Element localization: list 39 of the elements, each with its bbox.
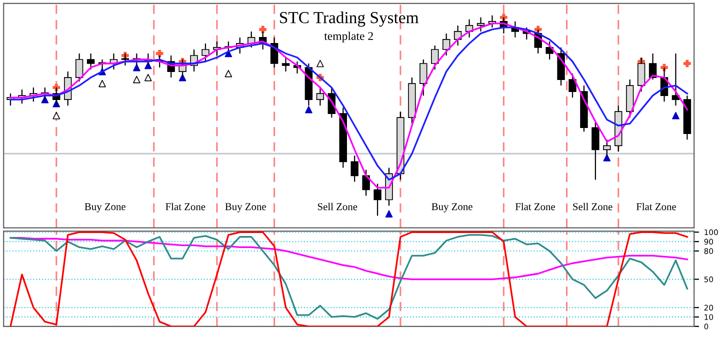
point bbox=[672, 112, 680, 120]
candlestick bbox=[592, 121, 600, 180]
candlestick bbox=[374, 183, 382, 216]
annotation: Flat Zone bbox=[515, 202, 555, 210]
point bbox=[98, 80, 106, 88]
candlestick bbox=[282, 56, 290, 72]
point bbox=[684, 60, 691, 68]
point bbox=[132, 64, 140, 72]
candlestick bbox=[476, 16, 485, 32]
point bbox=[305, 106, 312, 114]
point bbox=[224, 70, 232, 78]
point bbox=[259, 26, 267, 34]
point bbox=[603, 154, 611, 162]
candlestick bbox=[202, 42, 210, 62]
point bbox=[385, 210, 393, 218]
candlestick bbox=[316, 86, 324, 106]
candlestick bbox=[546, 40, 554, 60]
annotation: Buy Zone bbox=[432, 203, 472, 212]
annotation: Buy Zone bbox=[225, 203, 266, 212]
point bbox=[132, 76, 140, 84]
point bbox=[156, 50, 164, 58]
annotation: Sell Zone bbox=[573, 202, 612, 210]
candlestick bbox=[442, 32, 450, 56]
annotation: Buy Zone bbox=[84, 203, 126, 212]
candlestick bbox=[420, 58, 428, 96]
candlestick bbox=[75, 52, 84, 82]
candlestick bbox=[350, 155, 358, 182]
candlestick bbox=[568, 72, 576, 98]
annotation: Sell Zone bbox=[318, 202, 358, 210]
candlestick bbox=[431, 44, 439, 70]
annotation: Flat Zone bbox=[166, 202, 206, 210]
text: template 2 bbox=[324, 32, 373, 42]
candlestick bbox=[362, 169, 370, 196]
point bbox=[52, 112, 60, 120]
candlestick bbox=[86, 52, 95, 70]
point bbox=[144, 74, 152, 82]
annotation: Flat Zone bbox=[636, 202, 676, 210]
chart-title: STC Trading System bbox=[280, 12, 419, 27]
point bbox=[316, 60, 324, 68]
